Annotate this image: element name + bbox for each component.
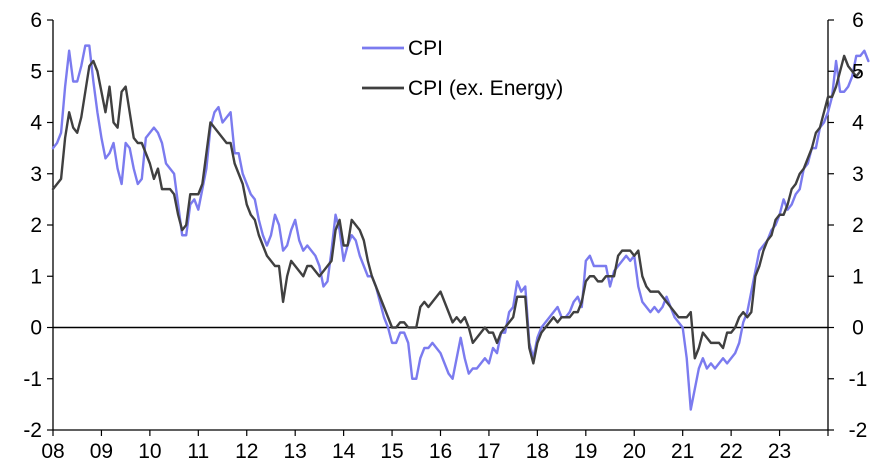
right-tick-label: 5 <box>852 60 864 83</box>
x-tick-label: 23 <box>768 440 791 463</box>
left-tick-label: -2 <box>23 419 42 442</box>
right-tick-label: 6 <box>852 9 864 32</box>
legend-label-cpi-ex-energy: CPI (ex. Energy) <box>408 77 563 100</box>
x-tick-label: 16 <box>429 440 452 463</box>
x-tick-label: 11 <box>187 440 209 463</box>
left-tick-label: 0 <box>30 317 42 340</box>
x-axis: 08 09 10 11 12 13 14 15 16 17 18 19 20 21 22 23 <box>41 430 829 463</box>
left-y-axis: -2 -1 0 1 2 3 4 5 6 <box>23 9 53 442</box>
left-tick-label: 2 <box>30 214 42 237</box>
left-tick-label: 3 <box>30 163 42 186</box>
right-y-axis: -2 -1 0 1 2 3 4 5 6 <box>828 9 867 442</box>
left-tick-label: 1 <box>30 265 42 288</box>
right-tick-label: 0 <box>852 317 864 340</box>
legend: CPI CPI (ex. Energy) <box>362 37 563 100</box>
x-tick-label: 21 <box>671 440 694 463</box>
left-tick-label: 4 <box>30 112 42 135</box>
right-tick-label: 2 <box>852 214 864 237</box>
right-tick-label: 3 <box>852 163 864 186</box>
x-tick-label: 08 <box>41 440 64 463</box>
x-tick-label: 14 <box>332 440 356 463</box>
series-line-cpi-ex-energy <box>51 54 862 365</box>
x-tick-label: 22 <box>719 440 742 463</box>
x-tick-label: 20 <box>623 440 646 463</box>
x-tick-label: 10 <box>138 440 161 463</box>
series-line-cpi <box>51 44 870 411</box>
right-tick-label: 1 <box>852 265 864 288</box>
series-group <box>51 44 870 411</box>
left-tick-label: 6 <box>30 9 42 32</box>
x-tick-label: 19 <box>574 440 597 463</box>
x-tick-label: 17 <box>477 440 500 463</box>
x-tick-label: 12 <box>235 440 258 463</box>
left-tick-label: -1 <box>23 368 42 391</box>
right-tick-label: -1 <box>849 368 868 391</box>
legend-label-cpi: CPI <box>408 37 443 60</box>
x-tick-label: 15 <box>380 440 403 463</box>
right-tick-label: -2 <box>849 419 868 442</box>
right-tick-label: 4 <box>852 112 864 135</box>
x-tick-label: 18 <box>526 440 549 463</box>
x-tick-label: 13 <box>284 440 307 463</box>
left-tick-label: 5 <box>30 60 42 83</box>
x-tick-label: 09 <box>90 440 113 463</box>
